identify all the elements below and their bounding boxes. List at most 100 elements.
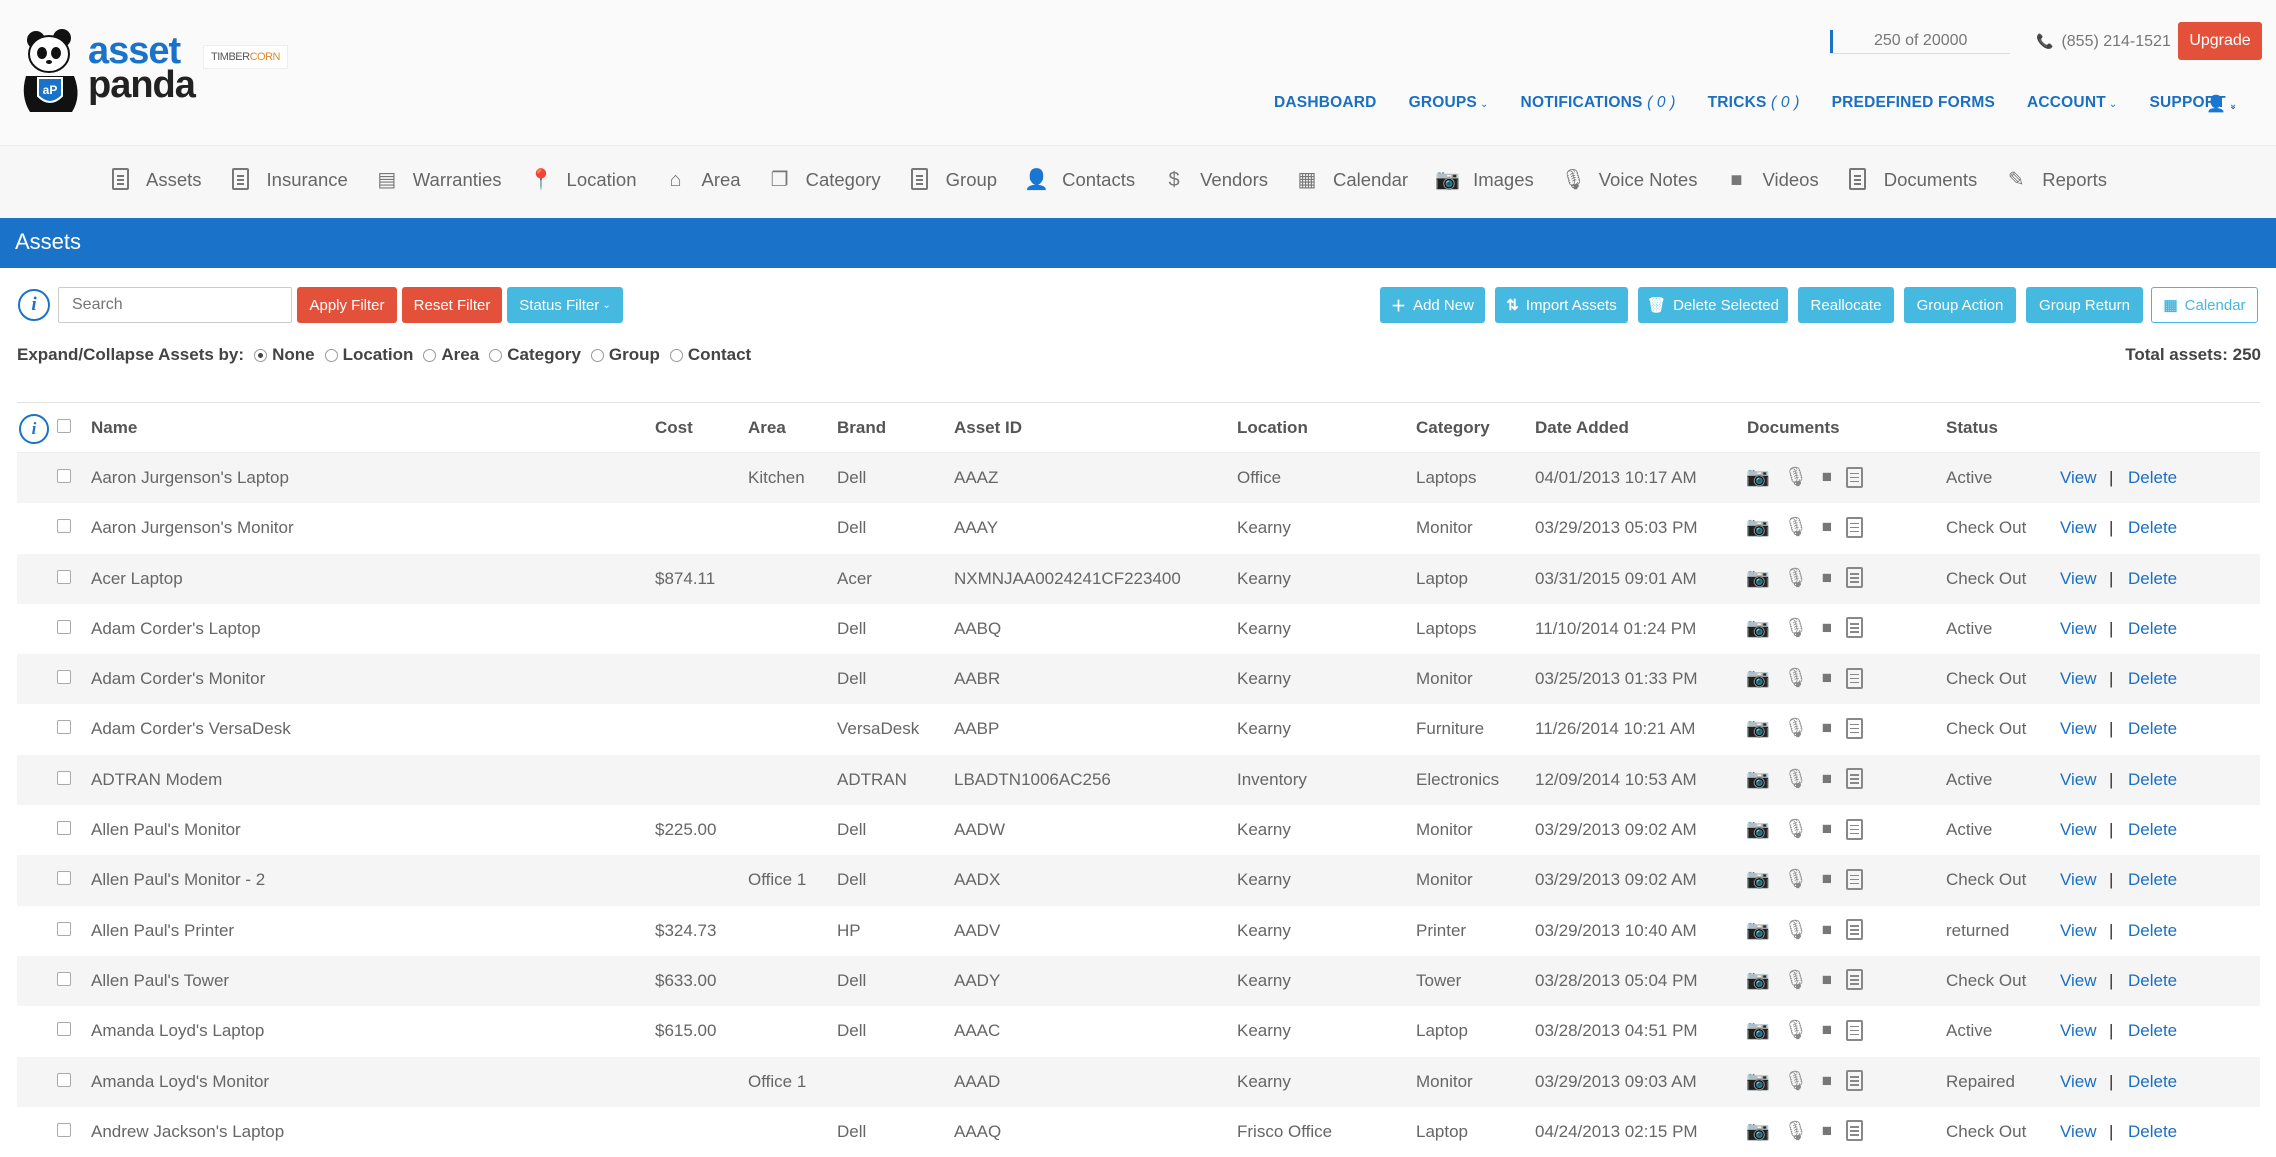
module-documents[interactable]: Documents [1846,168,1977,192]
video-icon[interactable]: ■ [1821,869,1833,889]
microphone-icon[interactable]: 🎙 [1783,517,1808,539]
nav-predefined-forms[interactable]: PREDEFINED FORMS [1832,94,1995,112]
expand-radio-category[interactable] [489,348,503,362]
video-icon[interactable]: ■ [1821,1120,1833,1140]
column-header-name[interactable]: Name [91,418,138,437]
delete-link[interactable]: Delete [2128,518,2178,538]
document-icon[interactable] [1846,868,1864,890]
column-header-location[interactable]: Location [1237,418,1308,437]
view-link[interactable]: View [2060,1021,2097,1041]
column-header-brand[interactable]: Brand [837,418,887,437]
module-category[interactable]: ❐ Category [768,168,881,192]
delete-selected-button[interactable]: 🗑 Delete Selected [1638,287,1788,323]
row-checkbox[interactable] [57,971,71,986]
document-icon[interactable] [1846,617,1864,639]
camera-icon[interactable]: 📷 [1746,567,1770,589]
delete-link[interactable]: Delete [2128,1021,2178,1041]
video-icon[interactable]: ■ [1821,567,1833,587]
camera-icon[interactable]: 📷 [1746,668,1770,690]
expand-radio-area[interactable] [423,348,437,362]
microphone-icon[interactable]: 🎙 [1783,1020,1808,1042]
camera-icon[interactable]: 📷 [1746,768,1770,790]
document-icon[interactable] [1846,567,1864,589]
view-link[interactable]: View [2060,769,2097,789]
status-filter-button[interactable]: Status Filter ⌄ [507,287,623,323]
video-icon[interactable]: ■ [1821,517,1833,537]
delete-link[interactable]: Delete [2128,769,2178,789]
camera-icon[interactable]: 📷 [1746,718,1770,740]
camera-icon[interactable]: 📷 [1746,869,1770,891]
reallocate-button[interactable]: Reallocate [1798,287,1894,323]
microphone-icon[interactable]: 🎙 [1783,869,1808,891]
user-menu-icon[interactable]: 👤 ⌄ [2206,96,2238,113]
upgrade-button[interactable]: Upgrade [2178,22,2262,60]
camera-icon[interactable]: 📷 [1746,969,1770,991]
video-icon[interactable]: ■ [1821,718,1833,738]
asset-name[interactable]: Adam Corder's VersaDesk [91,719,291,739]
asset-name[interactable]: Aaron Jurgenson's Laptop [91,468,289,487]
info-icon[interactable]: i [19,414,49,444]
camera-icon[interactable]: 📷 [1746,1070,1770,1092]
view-link[interactable]: View [2060,820,2097,840]
group-action-button[interactable]: Group Action [1904,287,2016,323]
import-assets-button[interactable]: ⇅ Import Assets [1495,287,1628,323]
nav-dashboard[interactable]: DASHBOARD [1274,94,1377,112]
column-header-asset-id[interactable]: Asset ID [954,418,1023,437]
expand-radio-location[interactable] [324,348,338,362]
row-checkbox[interactable] [57,469,71,483]
search-input[interactable] [58,287,292,323]
asset-name[interactable]: Allen Paul's Printer [91,920,235,940]
row-checkbox[interactable] [57,670,71,685]
nav-groups[interactable]: GROUPS ⌄ [1409,94,1489,112]
view-link[interactable]: View [2060,618,2097,638]
row-checkbox[interactable] [57,519,71,534]
module-vendors[interactable]: $ Vendors [1162,168,1268,192]
asset-name[interactable]: Acer Laptop [91,568,183,588]
asset-name[interactable]: Amanda Loyd's Laptop [91,1021,265,1041]
module-area[interactable]: ⌂ Area [664,168,740,192]
view-link[interactable]: View [2060,468,2097,487]
microphone-icon[interactable]: 🎙 [1783,1070,1808,1092]
document-icon[interactable] [1846,1070,1864,1092]
microphone-icon[interactable]: 🎙 [1783,718,1808,740]
document-icon[interactable] [1846,667,1864,689]
document-icon[interactable] [1846,919,1864,941]
document-icon[interactable] [1846,466,1864,488]
document-icon[interactable] [1846,818,1864,840]
camera-icon[interactable]: 📷 [1746,819,1770,841]
view-link[interactable]: View [2060,518,2097,538]
column-header-cost[interactable]: Cost [655,418,693,437]
camera-icon[interactable]: 📷 [1746,617,1770,639]
asset-name[interactable]: Allen Paul's Monitor [91,820,241,840]
row-checkbox[interactable] [57,770,71,785]
module-calendar[interactable]: ▦ Calendar [1295,168,1409,192]
video-icon[interactable]: ■ [1821,467,1833,486]
asset-panda-logo[interactable]: aP asset panda [16,20,196,120]
microphone-icon[interactable]: 🎙 [1783,567,1808,589]
row-checkbox[interactable] [57,1022,71,1037]
view-link[interactable]: View [2060,1071,2097,1091]
microphone-icon[interactable]: 🎙 [1783,919,1808,941]
module-voice-notes[interactable]: 🎙 Voice Notes [1561,168,1698,192]
video-icon[interactable]: ■ [1821,819,1833,839]
module-videos[interactable]: ■ Videos [1724,168,1818,192]
expand-radio-none[interactable] [254,348,268,362]
video-icon[interactable]: ■ [1821,617,1833,637]
info-icon[interactable]: i [18,289,50,321]
delete-link[interactable]: Delete [2128,920,2178,940]
column-header-status[interactable]: Status [1946,418,1998,437]
nav-support[interactable]: SUPPORT ⌄ [2150,94,2238,112]
document-icon[interactable] [1846,969,1864,991]
camera-icon[interactable]: 📷 [1746,467,1770,488]
apply-filter-button[interactable]: Apply Filter [297,287,397,323]
document-icon[interactable] [1846,1019,1864,1041]
module-insurance[interactable]: Insurance [229,168,348,192]
delete-link[interactable]: Delete [2128,468,2178,487]
module-warranties[interactable]: ▤ Warranties [375,168,501,192]
microphone-icon[interactable]: 🎙 [1783,617,1808,639]
group-return-button[interactable]: Group Return [2026,287,2143,323]
column-header-date-added[interactable]: Date Added [1535,418,1629,437]
module-reports[interactable]: ✎ Reports [2004,168,2107,192]
view-link[interactable]: View [2060,669,2097,689]
nav-notifications[interactable]: NOTIFICATIONS ( 0 ) [1521,94,1676,112]
